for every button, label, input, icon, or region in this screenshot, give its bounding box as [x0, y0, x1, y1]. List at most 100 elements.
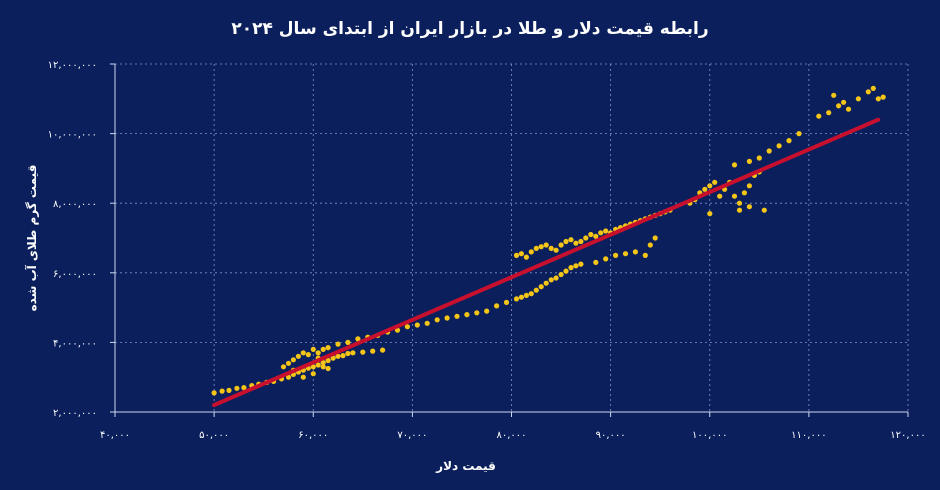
- x-axis-title: قیمت دلار: [435, 459, 496, 473]
- trendline-layer: [212, 117, 881, 408]
- data-point: [513, 252, 520, 258]
- trendline: [212, 117, 881, 408]
- data-point: [518, 251, 525, 257]
- data-point: [444, 315, 450, 321]
- x-tick-label: ۴۰,۰۰۰: [100, 430, 130, 441]
- data-point: [583, 235, 589, 241]
- data-point: [310, 364, 316, 370]
- data-point: [538, 244, 544, 250]
- data-point: [320, 360, 326, 366]
- data-point: [295, 353, 301, 359]
- data-point: [826, 110, 832, 116]
- data-point: [702, 186, 708, 192]
- data-point: [523, 254, 530, 260]
- chart-title: رابطه قیمت دلار و طلا در بازار ایران از …: [231, 19, 708, 39]
- data-point: [320, 346, 326, 352]
- grid-lines: [115, 63, 909, 412]
- data-point: [558, 242, 564, 248]
- data-point: [598, 230, 604, 236]
- data-point: [494, 303, 500, 309]
- data-point: [226, 387, 232, 393]
- data-point: [603, 228, 609, 234]
- data-point: [523, 292, 530, 298]
- data-point: [707, 183, 713, 189]
- data-point: [880, 94, 886, 100]
- data-point: [325, 345, 331, 351]
- data-point: [345, 339, 351, 345]
- data-point: [315, 350, 321, 356]
- data-point: [632, 249, 639, 255]
- data-point: [647, 242, 653, 248]
- data-point: [736, 200, 743, 206]
- data-point: [528, 249, 534, 255]
- data-point: [285, 360, 292, 366]
- data-point: [816, 113, 822, 119]
- data-point: [741, 190, 748, 196]
- data-point: [870, 85, 876, 91]
- data-point: [761, 207, 767, 213]
- y-tick-label: ۲,۰۰۰,۰۰۰: [53, 408, 97, 419]
- data-point: [717, 193, 723, 199]
- axes: [110, 63, 909, 417]
- data-point: [573, 263, 579, 269]
- data-point: [712, 179, 718, 185]
- data-point: [300, 350, 306, 356]
- data-point: [474, 310, 480, 316]
- y-tick-label: ۶,۰۰۰,۰۰۰: [53, 269, 97, 280]
- data-point: [280, 364, 287, 370]
- data-point: [533, 245, 539, 251]
- data-point: [776, 143, 782, 149]
- data-point: [484, 308, 490, 314]
- data-point: [707, 211, 713, 217]
- data-point: [865, 89, 871, 95]
- data-point: [786, 138, 792, 144]
- data-point: [875, 96, 881, 102]
- data-point: [568, 265, 574, 271]
- data-point: [731, 162, 738, 168]
- data-point: [578, 238, 584, 245]
- data-point: [613, 252, 619, 258]
- data-point: [588, 231, 594, 238]
- data-point: [528, 291, 534, 297]
- data-point: [219, 388, 225, 394]
- x-tick-label: ۹۰,۰۰۰: [596, 430, 626, 441]
- data-point: [434, 317, 440, 323]
- data-point: [325, 357, 331, 364]
- data-point: [593, 259, 599, 265]
- data-point: [573, 240, 579, 246]
- data-point: [593, 233, 599, 239]
- data-point: [370, 348, 376, 354]
- data-point: [836, 103, 842, 109]
- y-axis-title: قیمت گرم طلای آب شده: [24, 165, 40, 312]
- y-tick-label: ۴,۰۰۰,۰۰۰: [53, 338, 97, 349]
- x-tick-label: ۸۰,۰۰۰: [496, 430, 526, 441]
- data-point: [241, 385, 247, 391]
- data-point: [563, 238, 569, 245]
- x-tick-label: ۱۱۰,۰۰۰: [791, 430, 826, 441]
- data-point: [315, 362, 321, 368]
- data-point: [345, 350, 351, 357]
- data-point: [305, 352, 311, 358]
- data-point: [454, 313, 460, 319]
- data-point: [731, 193, 738, 199]
- data-point: [736, 207, 743, 213]
- data-point: [543, 280, 549, 286]
- data-point: [414, 322, 420, 328]
- data-point: [652, 235, 658, 241]
- data-point: [360, 349, 366, 355]
- data-point: [548, 277, 554, 283]
- data-point: [503, 299, 510, 305]
- data-point: [518, 294, 525, 300]
- data-point: [355, 336, 361, 342]
- data-point: [335, 341, 341, 347]
- data-point: [548, 245, 554, 251]
- data-point: [380, 347, 386, 353]
- data-point: [642, 252, 648, 258]
- data-point: [404, 324, 410, 330]
- data-point: [538, 284, 544, 290]
- data-point: [568, 237, 574, 243]
- data-point: [211, 390, 217, 396]
